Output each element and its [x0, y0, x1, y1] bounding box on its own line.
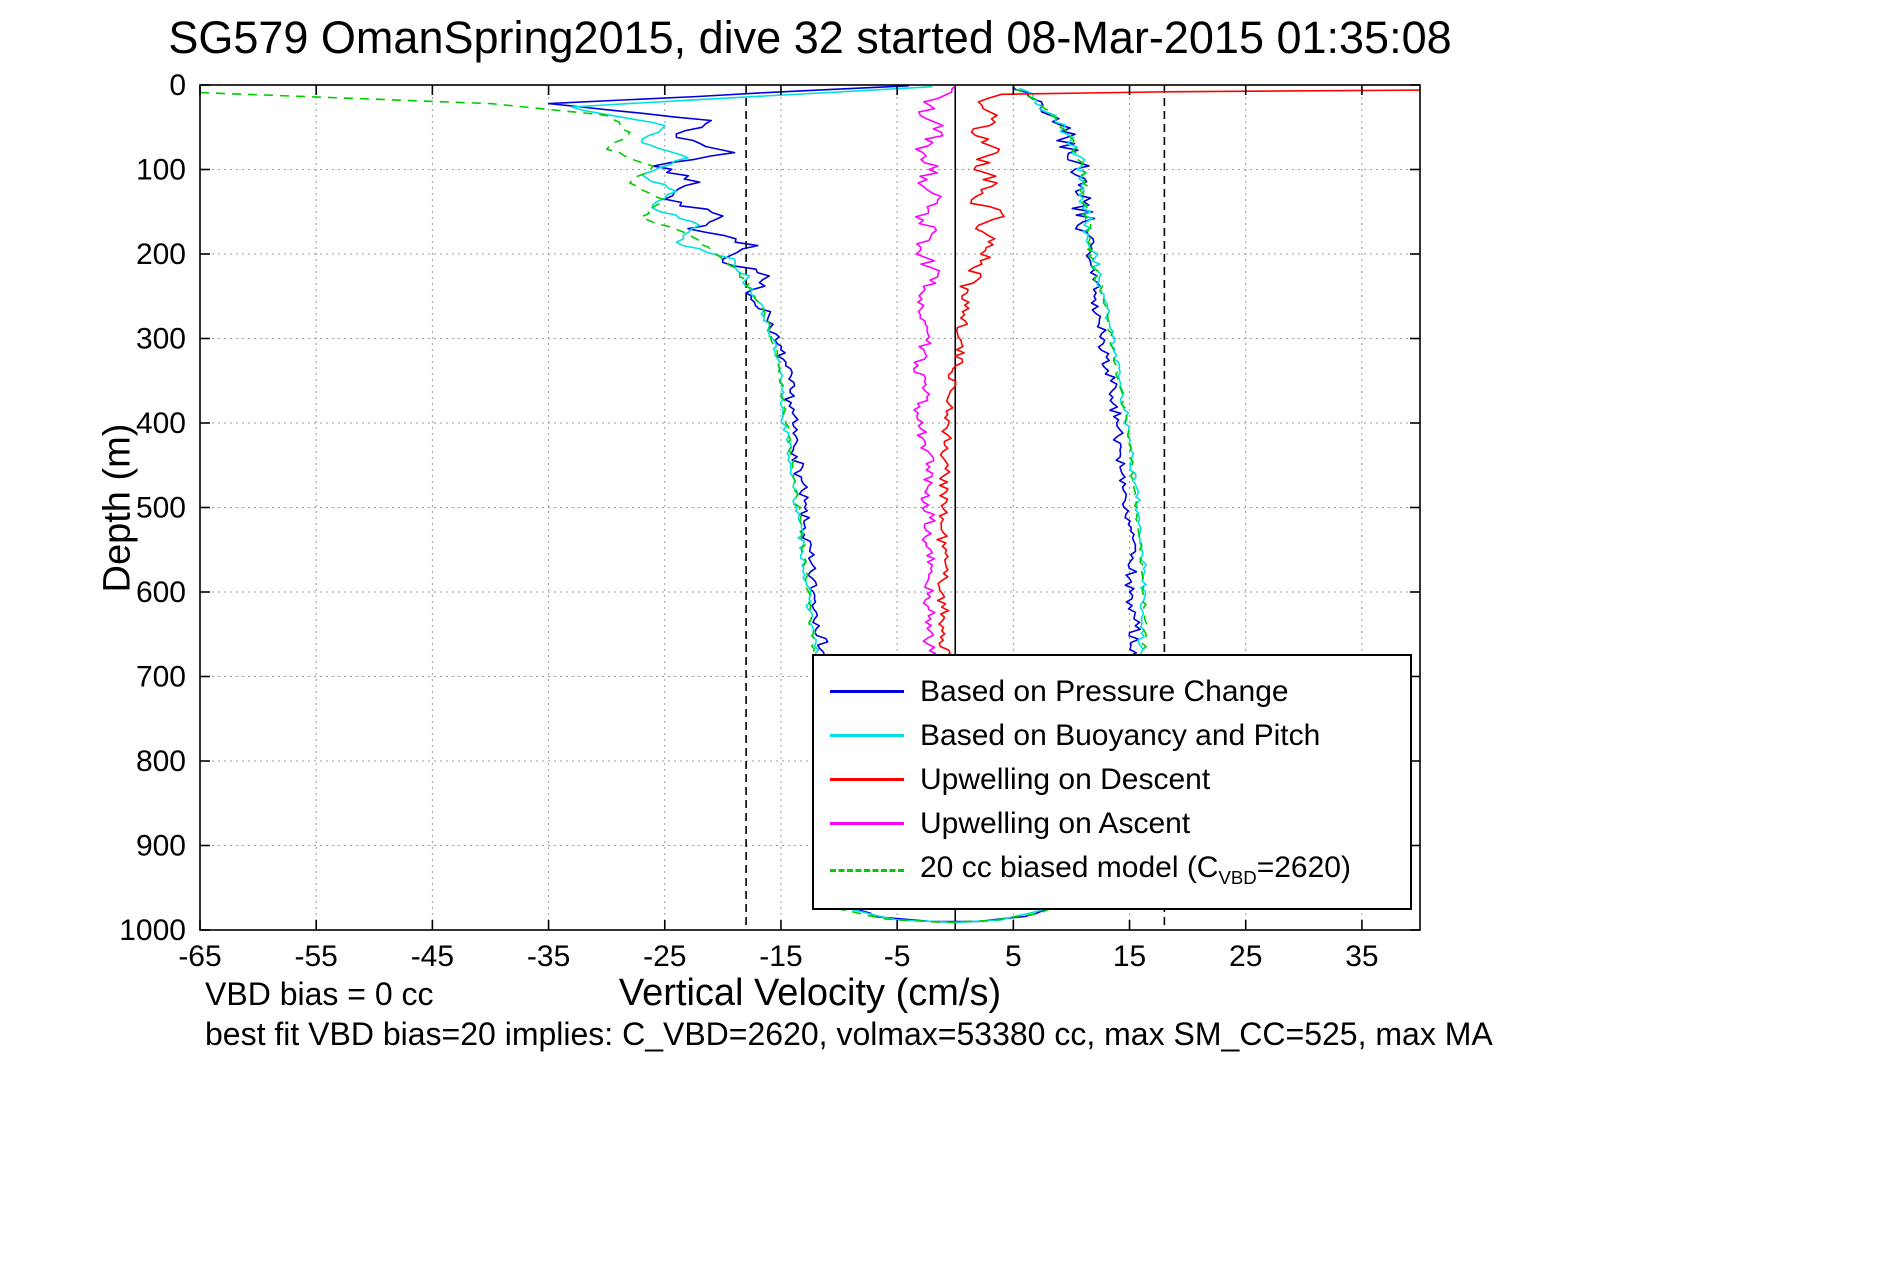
series-model: [200, 88, 1148, 924]
legend-item: Based on Buoyancy and Pitch: [830, 719, 1410, 752]
y-tick-label: 200: [136, 238, 186, 271]
x-tick-label: -15: [759, 940, 802, 973]
x-tick-label: -5: [884, 940, 911, 973]
legend-label: 20 cc biased model (CVBD=2620): [920, 851, 1351, 889]
legend-line-sample: [830, 822, 904, 826]
y-tick-label: 1000: [119, 914, 186, 947]
x-tick-label: -25: [643, 940, 686, 973]
legend-label: Upwelling on Ascent: [920, 807, 1191, 841]
series-descent-upwelling: [936, 89, 1420, 660]
y-tick-label: 700: [136, 661, 186, 694]
legend-item: Upwelling on Descent: [830, 763, 1410, 796]
legend-item: 20 cc biased model (CVBD=2620): [830, 851, 1410, 888]
series-ascent-upwelling: [912, 85, 956, 661]
y-tick-label: 400: [136, 407, 186, 440]
y-tick-label: 100: [136, 154, 186, 187]
y-tick-label: 800: [136, 745, 186, 778]
legend-label: Based on Pressure Change: [920, 675, 1289, 709]
x-tick-label: -35: [527, 940, 570, 973]
y-tick-label: 900: [136, 830, 186, 863]
y-tick-label: 0: [169, 69, 186, 102]
x-axis-label: Vertical Velocity (cm/s): [618, 972, 1002, 1014]
legend-item: Based on Pressure Change: [830, 675, 1410, 708]
chart-title: SG579 OmanSpring2015, dive 32 started 08…: [168, 12, 1452, 63]
legend: Based on Pressure Change Based on Buoyanc…: [812, 654, 1412, 910]
legend-line-sample: [830, 868, 904, 872]
legend-line-sample: [830, 690, 904, 694]
x-tick-label: 5: [1005, 940, 1022, 973]
y-tick-label: 500: [136, 492, 186, 525]
x-tick-label: 25: [1229, 940, 1262, 973]
legend-item: Upwelling on Ascent: [830, 807, 1410, 840]
legend-line-sample: [830, 734, 904, 738]
legend-label: Based on Buoyancy and Pitch: [920, 719, 1321, 753]
series-buoyancy: [570, 85, 1148, 924]
x-tick-label: -45: [411, 940, 454, 973]
x-tick-label: 35: [1345, 940, 1378, 973]
legend-label: Upwelling on Descent: [920, 763, 1211, 797]
x-tick-label: 15: [1113, 940, 1146, 973]
x-tick-label: -65: [178, 940, 221, 973]
legend-line-sample: [830, 778, 904, 782]
y-tick-label: 300: [136, 323, 186, 356]
vbd-bias-note: VBD bias = 0 cc: [205, 976, 434, 1012]
y-tick-label: 600: [136, 576, 186, 609]
best-fit-note: best fit VBD bias=20 implies: C_VBD=2620…: [205, 1016, 1493, 1052]
y-axis-label: Depth (m): [96, 423, 139, 593]
x-tick-label: -55: [295, 940, 338, 973]
